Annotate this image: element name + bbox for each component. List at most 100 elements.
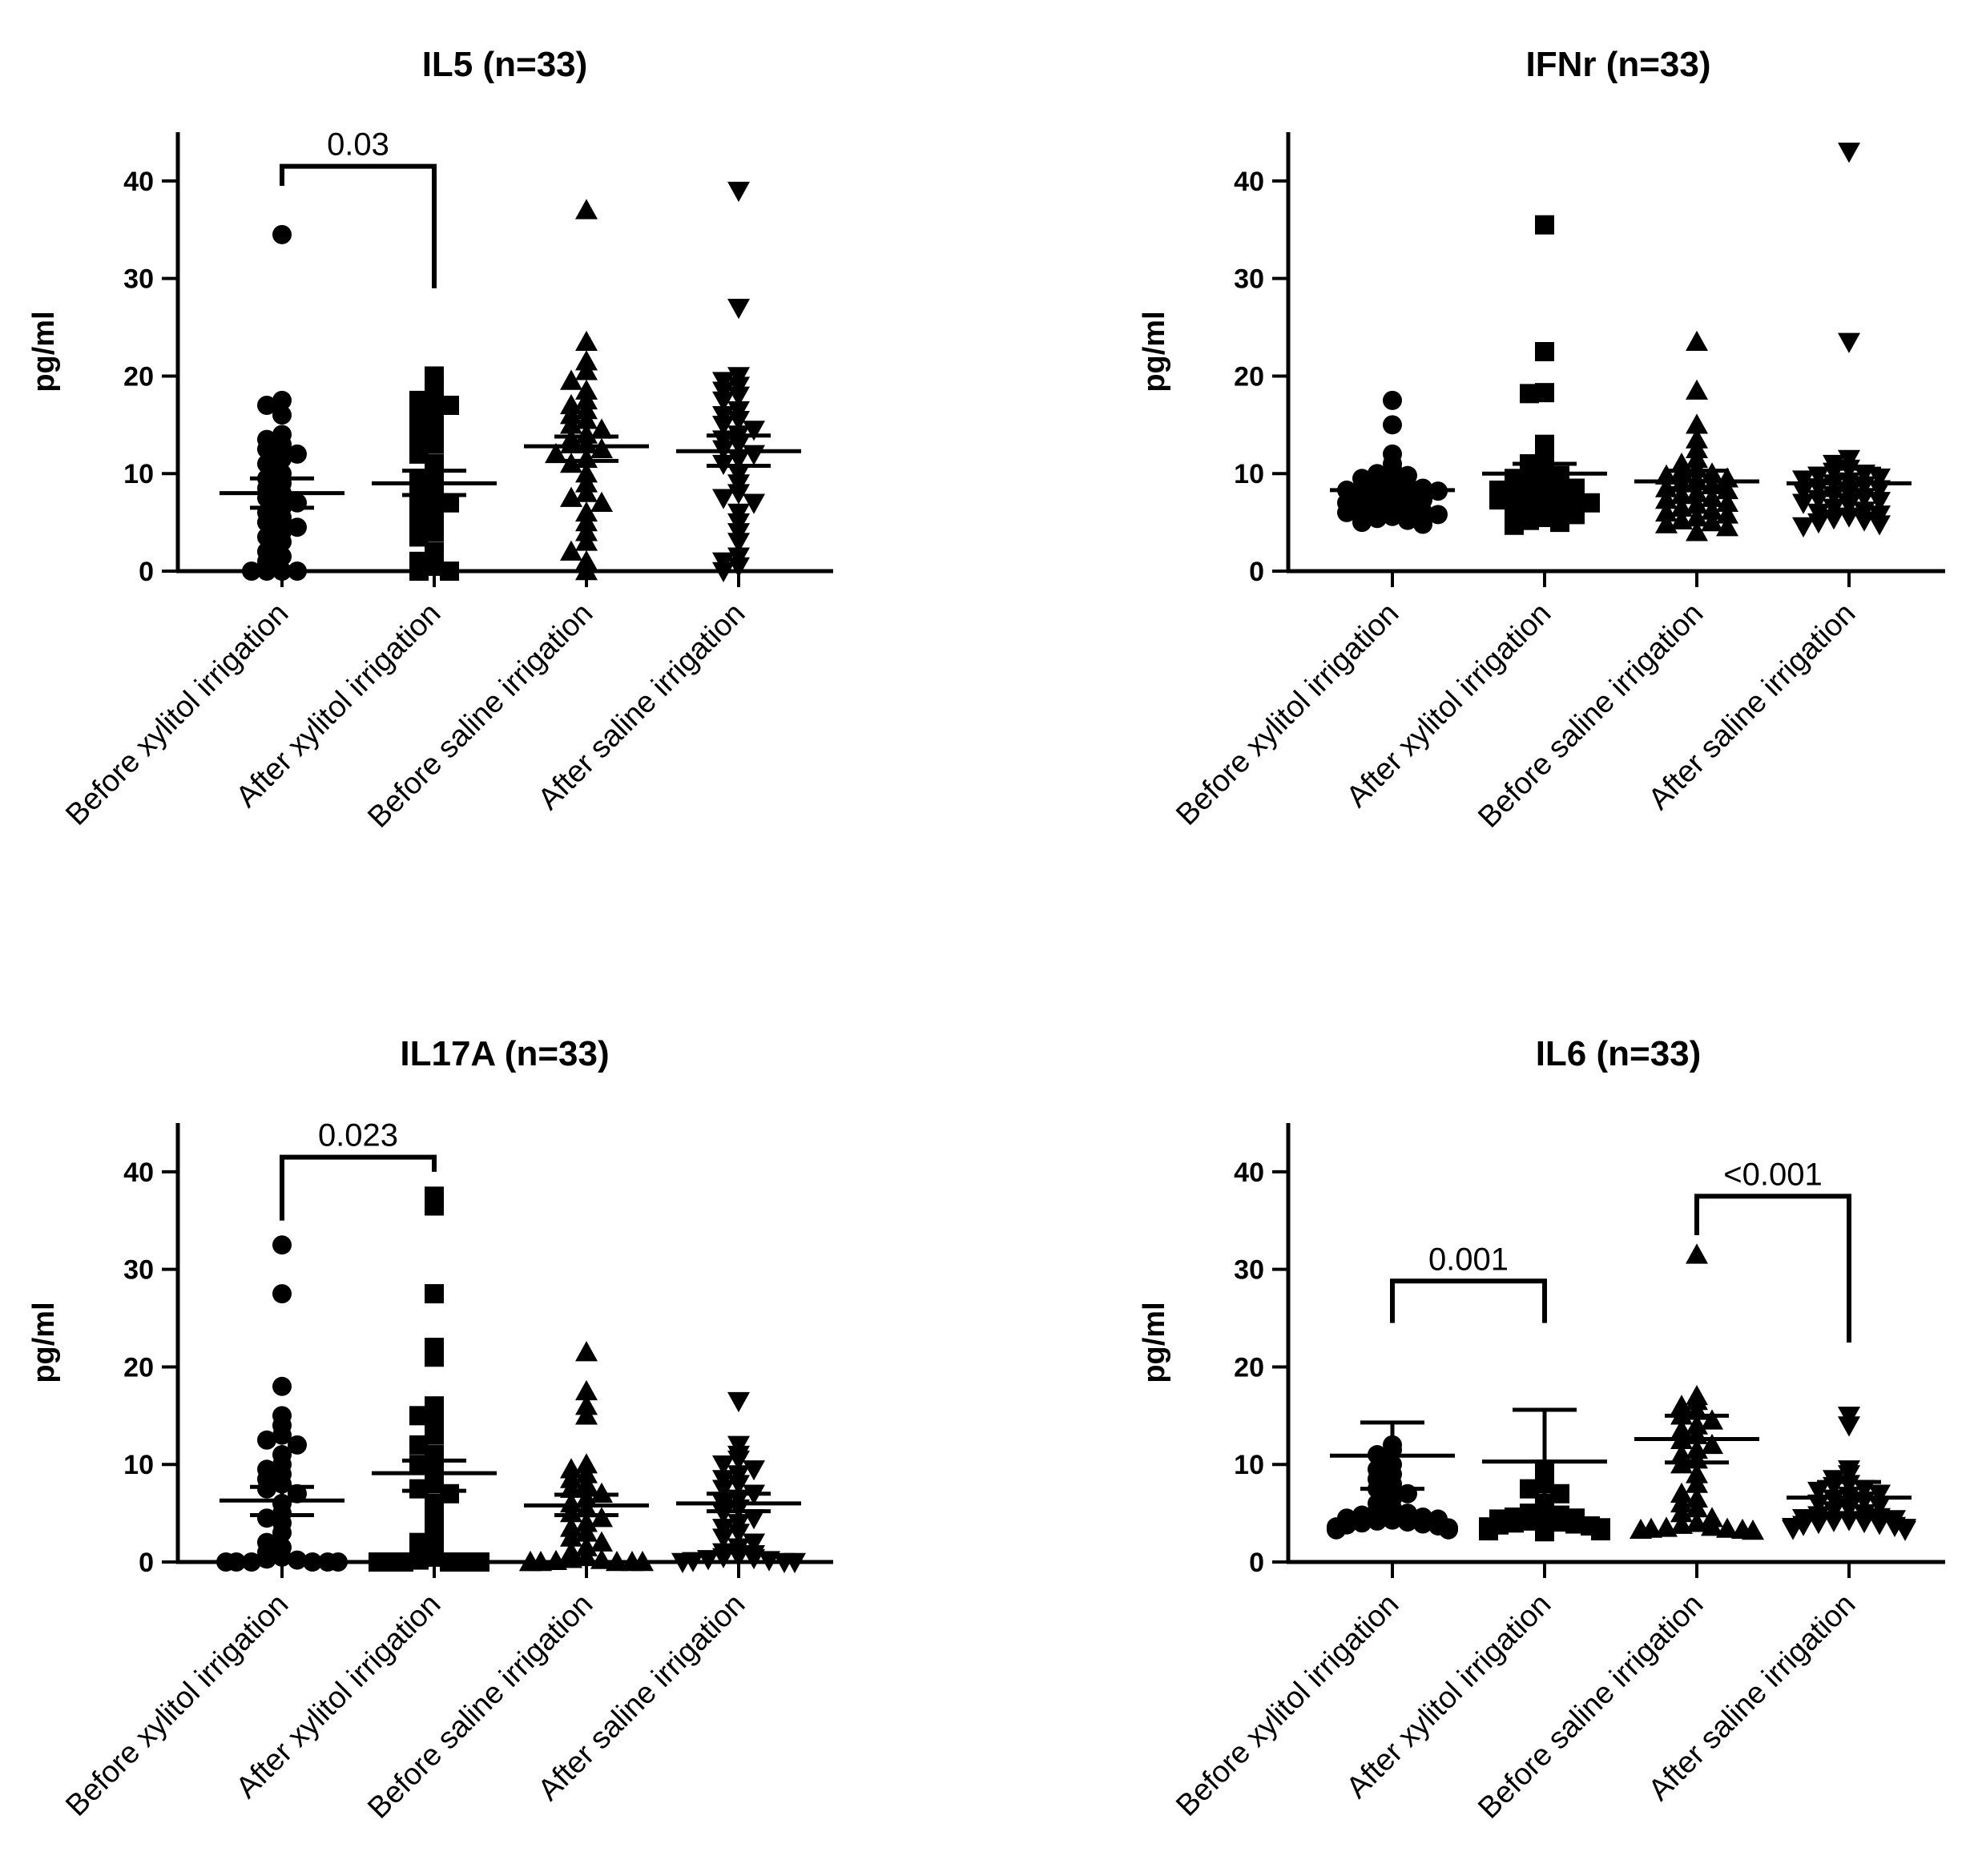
data-point xyxy=(1716,503,1738,524)
data-point xyxy=(1792,493,1815,514)
data-point xyxy=(1782,1520,1804,1540)
data-point xyxy=(1368,509,1387,529)
y-axis-label: pg/ml xyxy=(27,1302,61,1383)
data-point xyxy=(272,449,292,469)
data-point xyxy=(272,1425,292,1445)
data-point xyxy=(1868,1496,1891,1517)
y-axis-label: pg/ml xyxy=(27,311,61,392)
data-point xyxy=(1686,1472,1708,1493)
data-point xyxy=(1792,470,1815,491)
data-point xyxy=(1686,493,1708,514)
data-point xyxy=(216,1552,236,1572)
data-point xyxy=(1838,332,1860,353)
data-point xyxy=(575,360,598,380)
data-point xyxy=(1716,491,1738,512)
data-point xyxy=(1439,1520,1458,1540)
y-tick-label: 0 xyxy=(139,557,154,587)
data-point xyxy=(1686,413,1708,434)
data-point xyxy=(272,1284,292,1304)
data-point xyxy=(1701,511,1723,532)
data-point xyxy=(1894,1520,1916,1541)
data-point xyxy=(272,532,292,552)
data-point xyxy=(288,444,307,464)
data-point xyxy=(1838,1416,1860,1437)
data-point xyxy=(590,491,613,512)
data-point xyxy=(560,1526,582,1547)
data-point xyxy=(288,1483,307,1504)
data-point xyxy=(303,1552,322,1572)
data-point xyxy=(1655,489,1678,509)
data-point xyxy=(470,1552,489,1572)
data-point xyxy=(1398,1512,1417,1532)
data-point xyxy=(1535,215,1554,235)
data-point xyxy=(1792,481,1815,503)
data-point xyxy=(1807,1481,1830,1503)
data-point xyxy=(1670,496,1693,517)
data-point xyxy=(257,395,276,415)
y-tick-label: 0 xyxy=(1249,1548,1264,1578)
data-point xyxy=(727,533,750,554)
data-point xyxy=(1655,513,1678,533)
data-point xyxy=(288,562,307,581)
data-point xyxy=(590,1482,613,1503)
data-point xyxy=(758,1551,780,1572)
data-point xyxy=(1701,1516,1723,1536)
data-point xyxy=(1792,517,1815,537)
y-tick-label: 30 xyxy=(123,264,154,295)
data-point xyxy=(727,1391,750,1413)
chart-title: IFNr (n=33) xyxy=(1525,45,1710,84)
data-point xyxy=(575,481,598,502)
data-point xyxy=(1686,1512,1708,1532)
data-point xyxy=(575,409,598,429)
data-point xyxy=(671,1552,694,1573)
data-point xyxy=(560,369,582,390)
data-point xyxy=(560,1548,582,1568)
y-tick-label: 10 xyxy=(1234,1450,1264,1480)
data-point xyxy=(1701,1433,1723,1455)
data-point xyxy=(712,1528,735,1549)
y-tick-label: 30 xyxy=(1234,1255,1264,1286)
data-point xyxy=(575,1521,598,1542)
data-point xyxy=(1868,468,1891,489)
data-point xyxy=(712,391,735,412)
data-point xyxy=(1655,501,1678,522)
data-point xyxy=(697,1550,719,1571)
data-point xyxy=(743,1548,765,1570)
y-tick-label: 20 xyxy=(1234,361,1264,392)
data-point xyxy=(1428,505,1448,525)
data-point xyxy=(1670,1513,1693,1534)
data-point xyxy=(1352,1513,1372,1533)
data-point xyxy=(575,1545,598,1567)
p-value-label: <0.001 xyxy=(1723,1157,1822,1192)
data-point xyxy=(1591,1521,1610,1541)
data-point xyxy=(257,1549,276,1569)
data-point xyxy=(288,517,307,537)
y-tick-label: 10 xyxy=(1234,459,1264,489)
y-tick-label: 40 xyxy=(1234,1157,1264,1188)
data-point xyxy=(1868,515,1891,536)
data-point xyxy=(1327,1520,1346,1540)
data-point xyxy=(712,1548,735,1568)
data-point xyxy=(1630,1518,1652,1540)
data-point xyxy=(288,1550,307,1570)
significance-bracket xyxy=(280,1154,437,1221)
data-point xyxy=(1535,342,1554,361)
data-point xyxy=(575,1379,598,1401)
data-point xyxy=(1655,1516,1678,1537)
data-point xyxy=(242,1552,261,1572)
chart-title: IL5 (n=33) xyxy=(422,45,588,84)
data-point xyxy=(519,1551,542,1572)
data-point xyxy=(575,330,598,352)
y-axis-label: pg/ml xyxy=(1138,1302,1171,1383)
data-point xyxy=(440,562,459,581)
data-point xyxy=(242,562,261,581)
data-point xyxy=(1670,1502,1693,1523)
data-point xyxy=(1686,1497,1708,1518)
data-point xyxy=(631,1551,654,1572)
p-value-label: 0.023 xyxy=(318,1118,398,1153)
data-point xyxy=(272,508,292,528)
data-point xyxy=(425,1196,444,1216)
